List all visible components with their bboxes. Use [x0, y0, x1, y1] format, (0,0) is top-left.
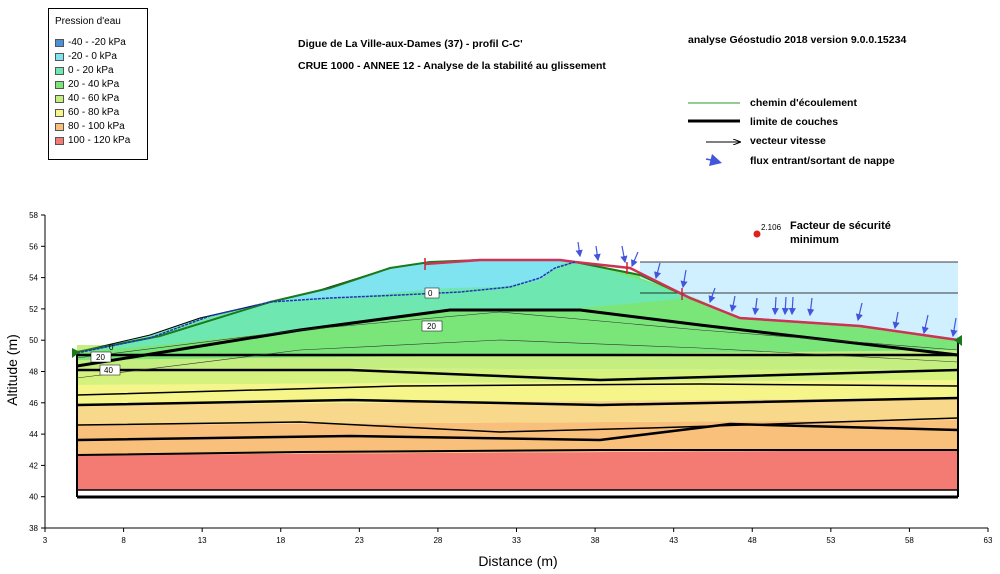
legend-label: -40 - -20 kPa	[68, 37, 126, 48]
legend-swatch	[55, 94, 64, 103]
legend-swatch	[55, 66, 64, 75]
x-tick-label: 8	[121, 536, 126, 545]
legend-swatch	[55, 136, 64, 145]
legend-title: Pression d'eau	[55, 16, 121, 27]
x-tick-label: 58	[905, 536, 914, 545]
contour-label-d: 20	[96, 353, 105, 362]
contour-label-b: 20	[427, 322, 436, 331]
phreatic-line	[76, 261, 576, 354]
safety-value: 2.106	[761, 223, 782, 232]
safety-label-1: Facteur de sécurité	[790, 220, 891, 232]
y-tick-label: 54	[29, 274, 38, 283]
x-tick-label: 48	[748, 536, 757, 545]
x-tick-label: 63	[984, 536, 993, 545]
pressure-legend: Pression d'eau -40 - -20 kPa -20 - 0 kPa 0…	[48, 8, 148, 160]
legend-label: 100 - 120 kPa	[68, 135, 131, 146]
legend-label: 80 - 100 kPa	[68, 121, 125, 132]
legend-item: 20 - 40 kPa	[55, 79, 119, 90]
key-velocity-vector: vecteur vitesse	[750, 135, 826, 147]
x-tick-label: 38	[591, 536, 600, 545]
legend-swatch	[55, 38, 64, 47]
legend-item: 60 - 80 kPa	[55, 107, 119, 118]
x-tick-label: 28	[433, 536, 442, 545]
legend-swatch	[55, 80, 64, 89]
software-version: analyse Géostudio 2018 version 9.0.0.152…	[688, 34, 907, 46]
legend-label: 40 - 60 kPa	[68, 93, 120, 104]
contour-labels: 0 20 0 20 40	[90, 287, 443, 376]
legend-label: 60 - 80 kPa	[68, 107, 120, 118]
y-tick-label: 52	[29, 305, 38, 314]
key-groundwater-flux: flux entrant/sortant de nappe	[750, 155, 895, 167]
y-axis-label: Altitude (m)	[4, 334, 20, 406]
soil-layers	[77, 260, 958, 490]
key-layer-limit: limite de couches	[750, 116, 839, 128]
legend-swatch	[55, 108, 64, 117]
y-tick-label: 46	[29, 399, 38, 408]
y-tick-label: 42	[29, 461, 38, 470]
y-ticks: 38 40 42 44 46 48 50 52 54 56 58	[29, 211, 45, 533]
y-tick-label: 50	[29, 336, 38, 345]
x-tick-label: 43	[669, 536, 678, 545]
y-tick-label: 44	[29, 430, 38, 439]
contour-label-e: 40	[104, 366, 113, 375]
safety-label-2: minimum	[790, 234, 839, 246]
x-tick-label: 33	[512, 536, 521, 545]
legend-label: 20 - 40 kPa	[68, 79, 120, 90]
x-tick-label: 18	[276, 536, 285, 545]
legend-item: 100 - 120 kPa	[55, 135, 130, 146]
pressure-contours	[76, 311, 959, 379]
x-tick-label: 13	[198, 536, 207, 545]
y-tick-label: 48	[29, 368, 38, 377]
legend-swatch	[55, 122, 64, 131]
legend-swatch	[55, 52, 64, 61]
contour-label-c: 0	[109, 343, 114, 352]
legend-item: -40 - -20 kPa	[55, 37, 126, 48]
right-boundary-marker	[954, 335, 962, 346]
x-ticks: 3 8 13 18 23 28 33 38 43 48 53 58 63	[43, 528, 993, 545]
flux-arrows	[575, 241, 958, 338]
legend-item: 0 - 20 kPa	[55, 65, 114, 76]
y-tick-label: 56	[29, 242, 38, 251]
legend-label: -20 - 0 kPa	[68, 51, 117, 62]
slip-markers	[424, 258, 683, 300]
title-line-1: Digue de La Ville-aux-Dames (37) - profi…	[298, 38, 523, 50]
safety-factor-point	[753, 230, 761, 238]
legend-label: 0 - 20 kPa	[68, 65, 114, 76]
x-tick-label: 23	[355, 536, 364, 545]
slip-surface	[424, 258, 959, 342]
y-tick-label: 38	[29, 524, 38, 533]
layer-boundaries	[76, 259, 959, 499]
legend-item: -20 - 0 kPa	[55, 51, 117, 62]
x-tick-label: 53	[826, 536, 835, 545]
legend-item: 40 - 60 kPa	[55, 93, 119, 104]
key-flow-path: chemin d'écoulement	[750, 97, 857, 109]
left-boundary-marker	[72, 348, 80, 358]
legend-item: 80 - 100 kPa	[55, 121, 125, 132]
title-line-2: CRUE 1000 - ANNEE 12 - Analyse de la sta…	[298, 60, 606, 72]
y-tick-label: 58	[29, 211, 38, 220]
y-tick-label: 40	[29, 493, 38, 502]
x-tick-label: 3	[43, 536, 48, 545]
key-flux-symbol	[705, 154, 722, 166]
contour-label-a: 0	[428, 289, 433, 298]
x-axis-label: Distance (m)	[478, 553, 557, 569]
